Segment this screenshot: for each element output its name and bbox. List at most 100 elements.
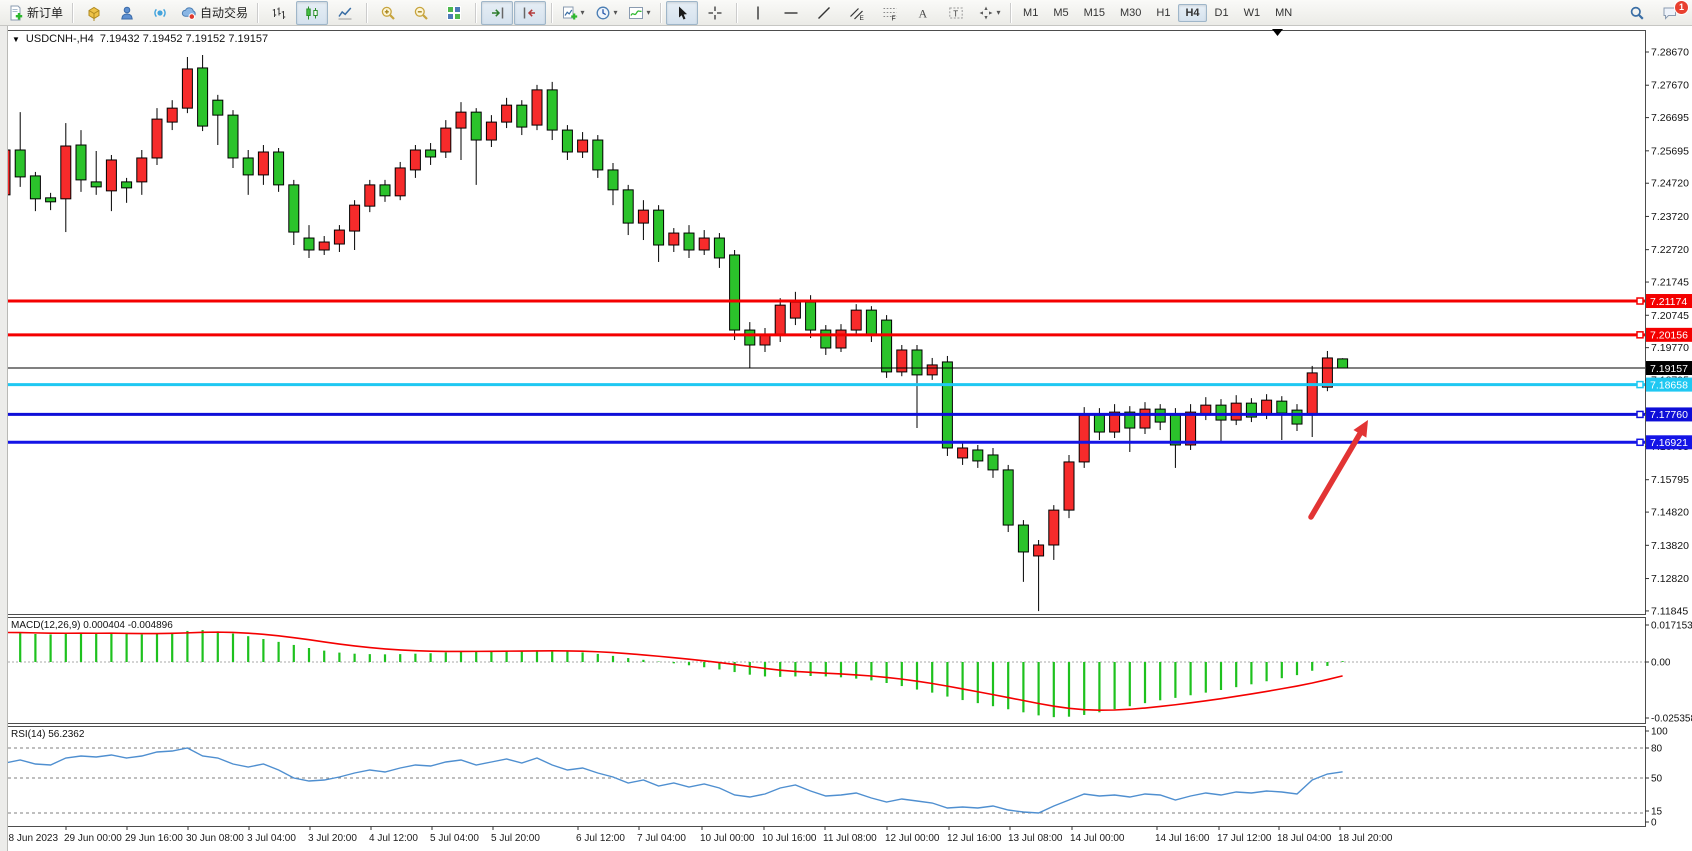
indicators-icon xyxy=(628,6,643,19)
time-tick-label: 14 Jul 00:00 xyxy=(1070,833,1125,844)
cursor-button[interactable] xyxy=(666,0,699,25)
candle-bearish xyxy=(972,449,984,462)
candle-bullish xyxy=(1063,461,1075,511)
indicators-button[interactable]: ▾ xyxy=(623,1,655,25)
candle-bearish xyxy=(212,99,224,116)
time-tick-label: 10 Jul 16:00 xyxy=(762,833,817,844)
timeframe-button-m15[interactable]: M15 xyxy=(1083,6,1105,19)
candle-bullish xyxy=(531,89,543,126)
candle-bullish xyxy=(774,304,786,336)
price-level-badge xyxy=(1646,294,1692,309)
time-tick-label: 29 Jun 16:00 xyxy=(125,833,183,844)
timeframe-button-h4[interactable]: H4 xyxy=(1178,3,1207,22)
candle-bearish xyxy=(29,175,41,200)
candle-bearish xyxy=(45,197,57,203)
candle-bearish xyxy=(683,232,695,251)
tile-windows-button[interactable] xyxy=(438,1,470,25)
chevron-down-icon[interactable]: ▼ xyxy=(12,35,20,44)
candle-bearish xyxy=(121,181,133,189)
signals-button[interactable] xyxy=(144,1,176,25)
candle-bullish xyxy=(318,241,330,251)
zoom-in-icon xyxy=(381,6,395,20)
svg-text:E: E xyxy=(860,15,865,21)
candle-bearish xyxy=(197,67,209,127)
timeframe-button-w1[interactable]: W1 xyxy=(1243,6,1261,19)
price-tick-label: 7.27670 xyxy=(1651,80,1689,92)
chat-button[interactable]: 1 xyxy=(1654,0,1689,25)
candle-bearish xyxy=(75,144,87,181)
vertical-line-button[interactable] xyxy=(742,1,774,25)
time-tick-label: 29 Jun 00:00 xyxy=(64,833,122,844)
zoom-out-button[interactable] xyxy=(405,1,437,25)
search-button[interactable] xyxy=(1621,1,1653,25)
horizontal-level-line[interactable]: 7.20156 xyxy=(8,327,1692,342)
new-order-button[interactable]: 新订单 xyxy=(4,1,67,25)
candle-bearish xyxy=(1245,402,1257,418)
svg-text:15: 15 xyxy=(1651,807,1663,818)
zoom-out-icon xyxy=(414,6,428,20)
price-level-badge-text: 7.17760 xyxy=(1650,409,1688,421)
signals-icon xyxy=(154,8,166,17)
equidistant-channel-button[interactable]: E xyxy=(841,1,873,25)
timeframe-button-h1[interactable]: H1 xyxy=(1156,6,1171,19)
chart-shift-button[interactable] xyxy=(514,0,547,25)
annotation-arrow[interactable] xyxy=(1308,420,1368,520)
new-chart-button[interactable]: ▾ xyxy=(557,1,589,25)
horizontal-level-line[interactable]: 7.16921 xyxy=(8,435,1692,450)
candle-bearish xyxy=(713,237,725,259)
periods-button[interactable]: ▾ xyxy=(590,1,622,25)
svg-text:50: 50 xyxy=(1651,774,1663,785)
trendline-button[interactable] xyxy=(808,1,840,25)
current-price-line: 7.19157 xyxy=(8,361,1692,376)
price-tick-label: 7.23720 xyxy=(1651,211,1689,223)
trendline-icon xyxy=(818,6,831,19)
current-price-badge-text: 7.19157 xyxy=(1650,363,1688,375)
horizontal-level-line[interactable]: 7.18658 xyxy=(8,377,1692,392)
crosshair-button[interactable] xyxy=(699,1,731,25)
toolbar: 新订单 自动交易 ▾ ▾ ▾ E F A T ▾ M1 M5 M15 M30 H1 H4 D1 W1 MN 1 xyxy=(0,0,1692,26)
candle-bearish xyxy=(561,129,573,153)
timeframe-button-mn[interactable]: MN xyxy=(1275,6,1293,19)
text-label-button[interactable]: T xyxy=(940,1,972,25)
auto-trading-button[interactable]: 自动交易 xyxy=(177,1,252,25)
timeframe-button-m30[interactable]: M30 xyxy=(1120,6,1142,19)
chart-menu-icon[interactable] xyxy=(1272,29,1283,36)
new-order-button-label: 新订单 xyxy=(27,6,64,20)
market-button[interactable] xyxy=(78,1,110,25)
candle-bearish xyxy=(1169,414,1181,446)
candle-bearish xyxy=(607,169,619,191)
candle-bullish xyxy=(8,149,11,196)
arrows-button[interactable]: ▾ xyxy=(973,1,1005,25)
price-level-badge xyxy=(1646,377,1692,392)
auto-scroll-icon xyxy=(492,7,504,18)
dropdown-caret-icon: ▾ xyxy=(580,7,585,17)
time-tick-label: 5 Jul 04:00 xyxy=(430,833,479,844)
bar-chart-button[interactable] xyxy=(263,1,295,25)
profile-icon xyxy=(121,6,133,19)
time-tick-label: 10 Jul 00:00 xyxy=(700,833,755,844)
candle-bullish xyxy=(759,334,771,346)
channel-icon: E xyxy=(850,7,865,21)
price-tick-label: 7.26695 xyxy=(1651,112,1689,124)
text-button[interactable]: A xyxy=(907,1,939,25)
time-tick-label: 30 Jun 08:00 xyxy=(186,833,244,844)
candle-bearish xyxy=(1093,414,1105,433)
svg-text:A: A xyxy=(919,6,928,20)
candlestick-button[interactable] xyxy=(296,0,329,25)
candle-bearish xyxy=(1276,400,1288,414)
auto-scroll-button[interactable] xyxy=(481,0,514,25)
horizontal-line-button[interactable] xyxy=(775,1,807,25)
dropdown-caret-icon: ▾ xyxy=(996,7,1001,17)
zoom-in-button[interactable] xyxy=(372,1,404,25)
timeframe-button-m5[interactable]: M5 xyxy=(1053,6,1069,19)
community-button[interactable] xyxy=(111,1,143,25)
line-chart-button[interactable] xyxy=(329,1,361,25)
horizontal-level-line[interactable]: 7.17760 xyxy=(8,407,1692,422)
timeframe-button-m1[interactable]: M1 xyxy=(1023,6,1039,19)
price-tick-label: 7.11845 xyxy=(1651,605,1688,617)
fibonacci-button[interactable]: F xyxy=(874,1,906,25)
candle-bearish xyxy=(820,329,832,349)
timeframe-button-d1[interactable]: D1 xyxy=(1214,6,1229,19)
crosshair-icon xyxy=(708,6,722,19)
horizontal-level-line[interactable]: 7.21174 xyxy=(8,294,1692,309)
